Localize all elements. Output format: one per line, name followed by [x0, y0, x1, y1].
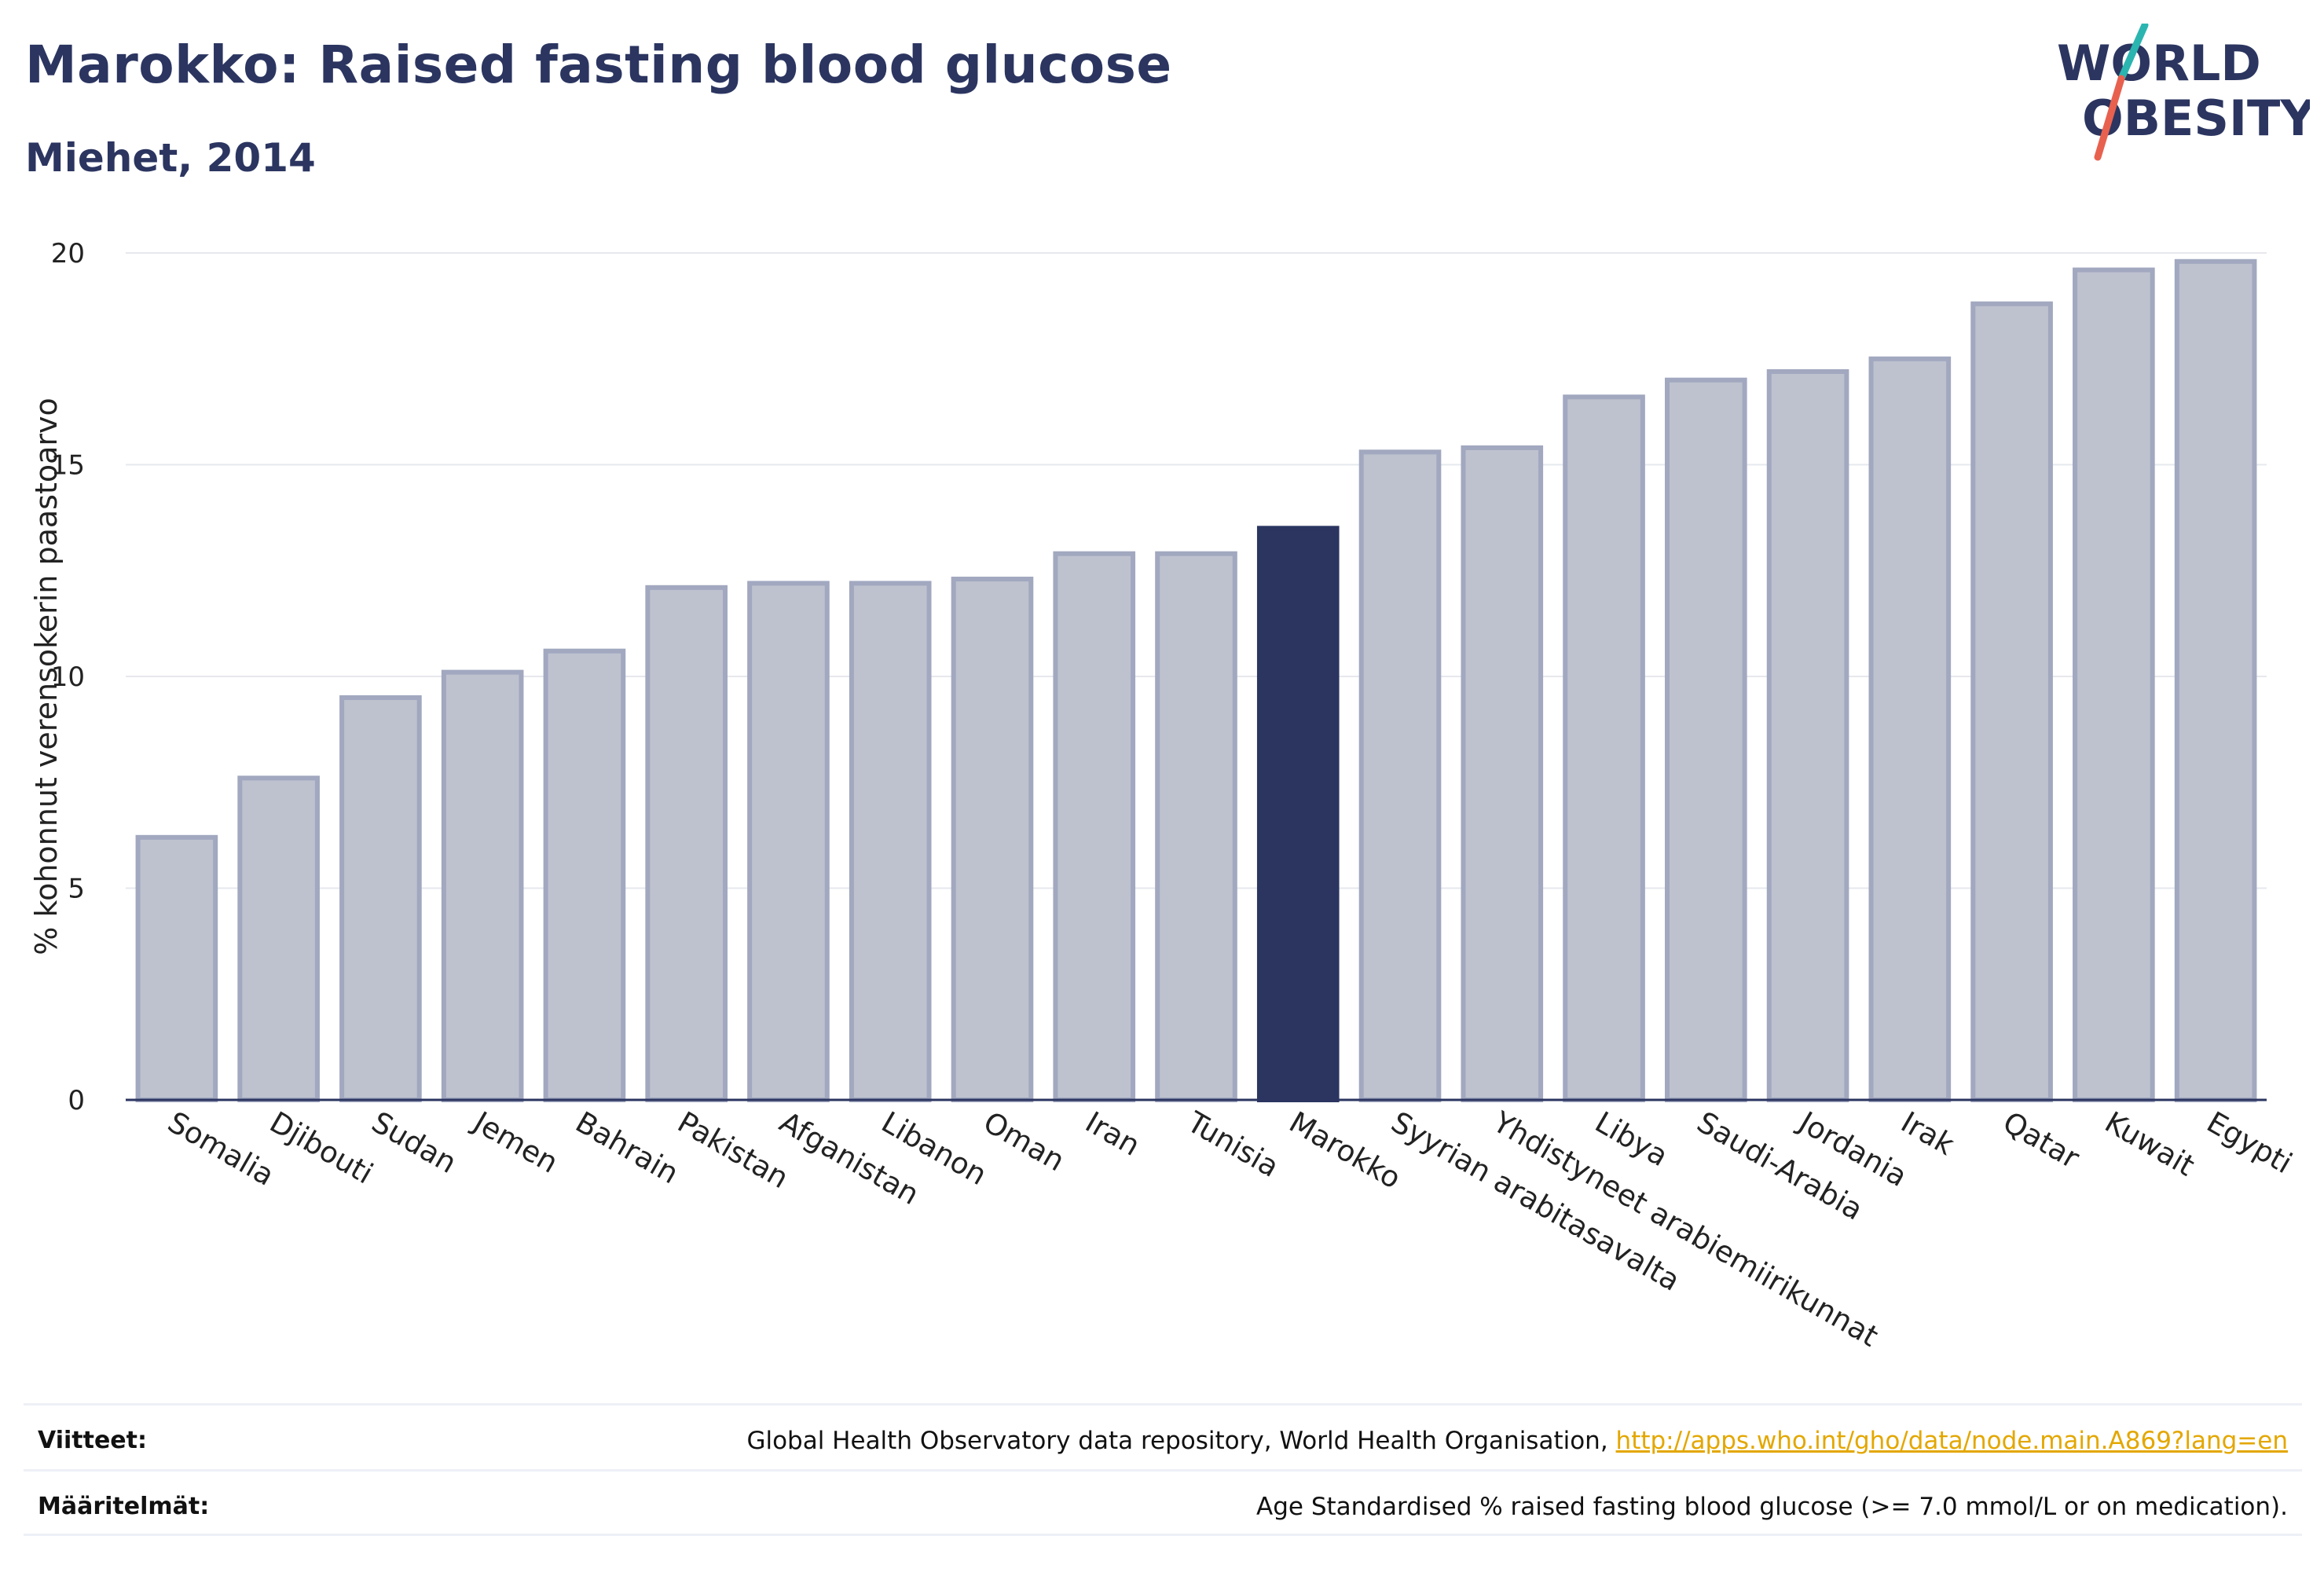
references-label: Viitteet: [38, 1427, 147, 1454]
bar [2174, 258, 2257, 1102]
bar [237, 775, 320, 1102]
references-text: Global Health Observatory data repositor… [746, 1427, 1616, 1455]
x-tick-label: Oman [977, 1105, 1070, 1178]
bar [135, 834, 218, 1102]
x-tick-label: Kuwait [2099, 1105, 2201, 1183]
bar [951, 577, 1034, 1102]
logo-text-line2: OBESITY [2082, 90, 2310, 147]
x-tick-label: Marokko [1284, 1105, 1406, 1196]
logo-graphic: WORLD OBESITY [2057, 21, 2316, 161]
x-tick-label: Djibouti [264, 1105, 379, 1191]
bar [1563, 394, 1645, 1102]
world-obesity-logo: WORLD OBESITY [2043, 21, 2316, 165]
y-tick-label: 0 [68, 1085, 85, 1116]
x-tick-label: Tunisia [1181, 1105, 1285, 1184]
x-tick-label: Somalia [162, 1105, 280, 1193]
footer-divider-bottom [24, 1534, 2302, 1536]
bar [1665, 377, 1747, 1102]
footer-definitions-row: Määritelmät: Age Standardised % raised f… [24, 1485, 2302, 1532]
bar [1868, 356, 1952, 1102]
bar [543, 648, 626, 1102]
x-tick-label: Iran [1080, 1105, 1146, 1163]
y-axis-title: % kohonnut verensokerin paastoarvo [29, 398, 64, 955]
x-tick-label: Irak [1895, 1105, 1960, 1163]
bar [1766, 368, 1849, 1103]
x-tick-label: Sudan [366, 1105, 462, 1181]
x-tick-label: Egypti [2201, 1105, 2298, 1181]
bar [2073, 267, 2155, 1102]
chart-subtitle: Miehet, 2014 [25, 135, 316, 181]
bar-chart: 0 5 10 15 20 % kohonnut verensokerin paastoar… [29, 238, 2298, 1354]
logo-text-line1: WORLD [2057, 35, 2261, 92]
bar [849, 581, 932, 1102]
bar [1155, 551, 1237, 1102]
footer-references-row: Viitteet: Global Health Observatory data… [24, 1419, 2302, 1466]
bar [645, 585, 728, 1102]
bar [1053, 551, 1136, 1102]
definitions-value: Age Standardised % raised fasting blood … [1256, 1493, 2288, 1521]
bar [339, 695, 422, 1102]
references-value: Global Health Observatory data repositor… [746, 1427, 2288, 1455]
y-tick-label: 15 [51, 450, 85, 482]
y-tick-label: 20 [51, 238, 85, 269]
footer-divider-middle [24, 1469, 2302, 1472]
bar [747, 581, 830, 1102]
bar [1358, 449, 1442, 1102]
definitions-label: Määritelmät: [38, 1493, 210, 1520]
y-tick-label: 5 [68, 874, 85, 905]
footer-divider-top [24, 1403, 2302, 1406]
logo-slash-top [2117, 21, 2149, 82]
bar [441, 669, 524, 1102]
x-tick-label: Bahrain [570, 1105, 684, 1191]
references-link[interactable]: http://apps.who.int/gho/data/node.main.A… [1615, 1427, 2288, 1455]
chart-title: Marokko: Raised fasting blood glucose [25, 35, 1172, 95]
bar [1461, 445, 1544, 1102]
x-tick-label: Pakistan [672, 1105, 794, 1196]
y-tick-label: 10 [51, 662, 85, 693]
bar [1970, 301, 2053, 1102]
x-tick-label: Qatar [1997, 1105, 2085, 1176]
x-tick-label: Jemen [467, 1105, 564, 1180]
logo-slash-bottom [2094, 75, 2125, 161]
bar [1256, 526, 1340, 1102]
